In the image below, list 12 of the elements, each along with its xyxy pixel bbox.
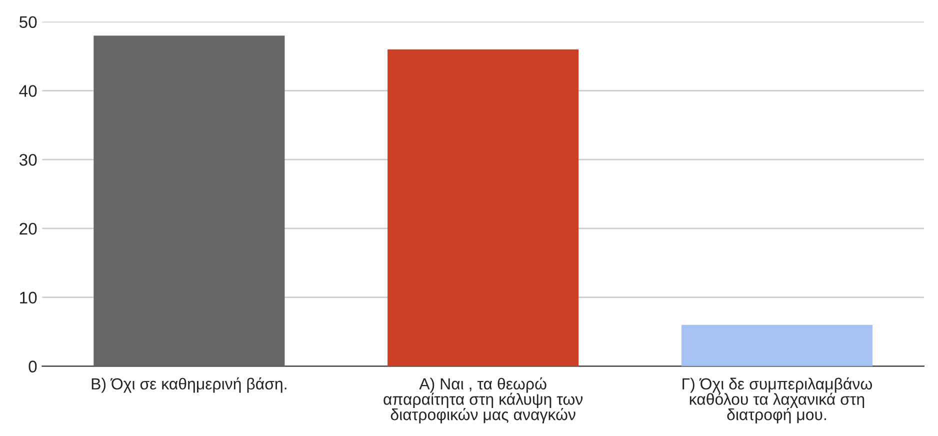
- y-tick-label: 20: [20, 222, 37, 235]
- x-tick-label: Γ) Όχι δε συμπεριλαμβάνω καθόλου τα λαχανικά στη διατροφή μου.: [682, 377, 872, 424]
- y-tick-label: 10: [20, 292, 37, 304]
- y-tick-label: 50: [19, 16, 37, 28]
- x-tick-label: Α) Ναι , τα θεωρώ απαραίτητα στη κάλυψη των διατροφικών μας αναγκών: [384, 377, 583, 424]
- bar: [388, 49, 579, 366]
- y-tick-label: 0: [28, 360, 37, 372]
- bar: [681, 324, 872, 366]
- x-tick-label: Β) Όχι σε καθημερινή βάση.: [92, 377, 286, 393]
- y-tick-label: 30: [19, 154, 37, 166]
- bar: [94, 36, 285, 366]
- y-tick-label: 40: [19, 85, 37, 97]
